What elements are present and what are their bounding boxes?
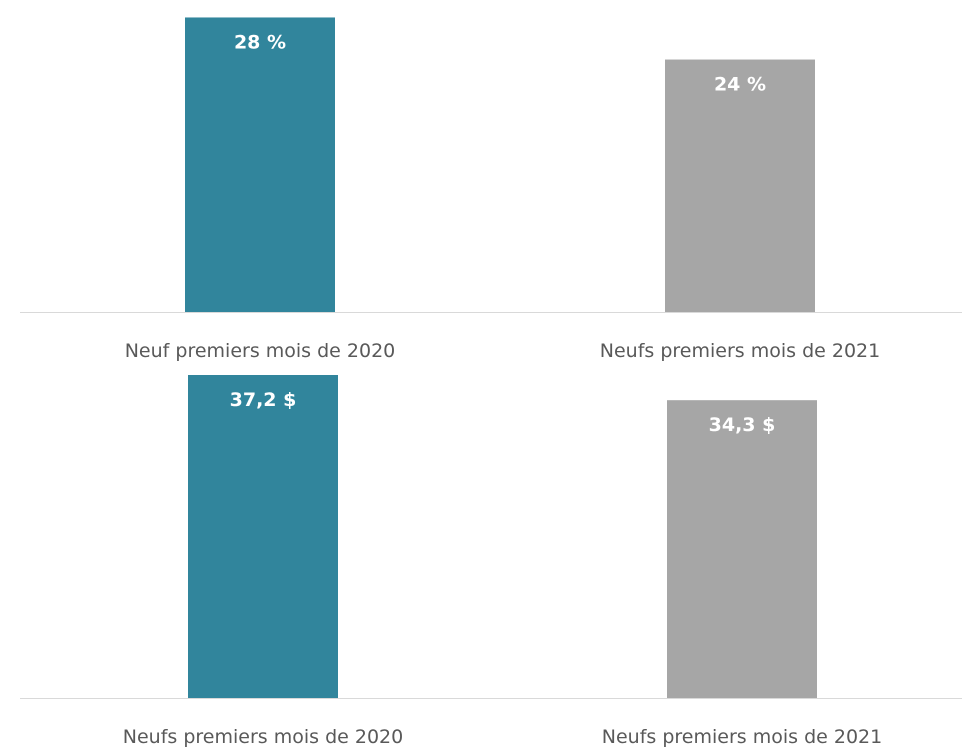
bar-value-label: 28 % [234,31,286,53]
bar-2-1 [188,375,338,698]
category-label: Neuf premiers mois de 2020 [125,340,396,362]
category-label: Neufs premiers mois de 2020 [123,726,403,748]
bar-1-1 [185,17,335,312]
bar-1-2 [665,59,815,313]
bar-value-label: 37,2 $ [230,389,297,411]
category-label: Neufs premiers mois de 2021 [600,340,880,362]
bar-value-label: 24 % [714,74,766,96]
category-label: Neufs premiers mois de 2021 [602,726,882,748]
bar-value-label: 34,3 $ [709,414,776,436]
bar-2-2 [667,400,817,698]
